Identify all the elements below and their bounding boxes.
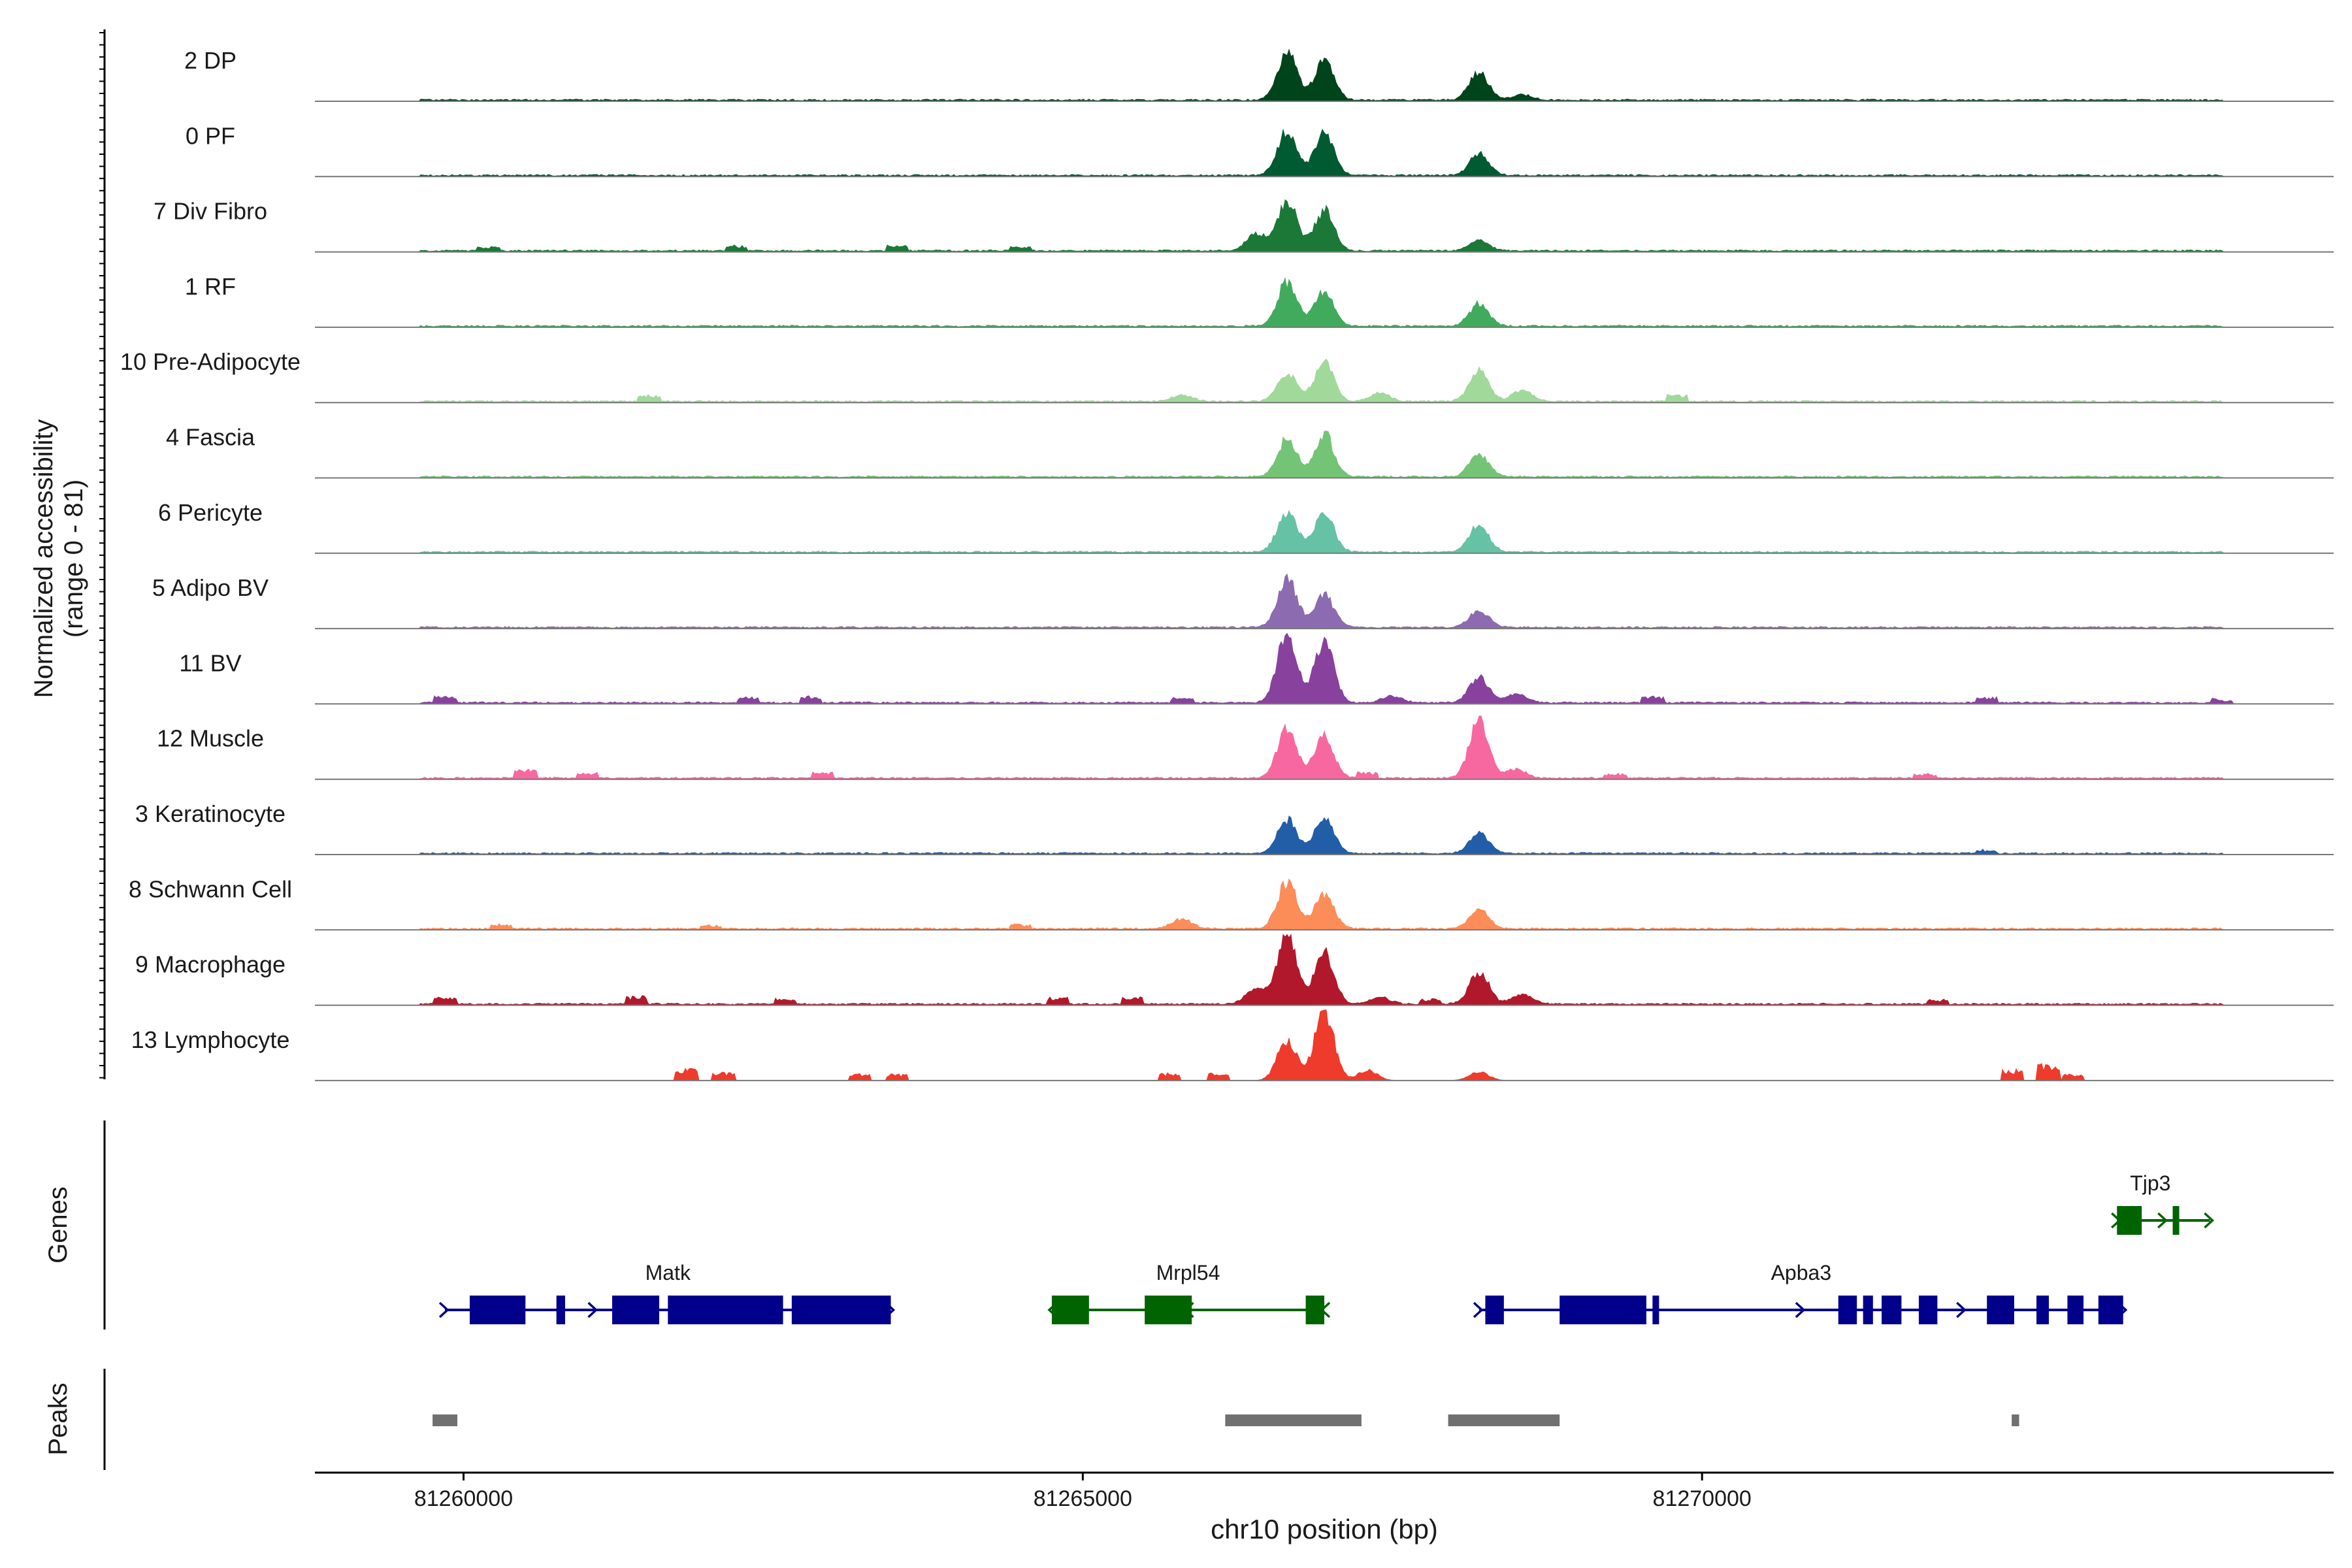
gene-exon xyxy=(1145,1296,1192,1324)
track-1-rf: 1 RF xyxy=(185,273,2334,328)
gene-exon xyxy=(1305,1296,1324,1324)
coverage-area xyxy=(315,277,2241,328)
peak-region xyxy=(1448,1414,1560,1426)
coverage-area xyxy=(315,715,2241,780)
track-7-div-fibro: 7 Div Fibro xyxy=(154,198,2334,253)
gene-exon xyxy=(791,1296,891,1324)
strand-arrow xyxy=(2157,1212,2168,1229)
track-label: 12 Muscle xyxy=(157,725,264,752)
peaks-panel-label: Peaks xyxy=(44,1382,73,1455)
gene-exon xyxy=(2172,1206,2180,1235)
gene-exon xyxy=(1485,1296,1504,1324)
track-label: 11 BV xyxy=(179,649,241,676)
coverage-area xyxy=(315,199,2241,253)
gene-exon xyxy=(612,1296,660,1324)
gene-mrpl54: Mrpl54 xyxy=(1047,1261,1331,1324)
y-axis-range-label: (range 0 - 81) xyxy=(59,480,88,638)
coverage-area xyxy=(315,815,2241,855)
gene-label: Mrpl54 xyxy=(1156,1261,1220,1284)
coverage-y-axis-title: Normalized accessibility (range 0 - 81) xyxy=(29,419,88,698)
track-3-keratinocyte: 3 Keratinocyte xyxy=(135,800,2334,855)
gene-exon xyxy=(1838,1296,1857,1324)
coverage-area xyxy=(315,878,2241,930)
gene-exon xyxy=(469,1296,526,1324)
track-label: 8 Schwann Cell xyxy=(129,875,292,902)
track-11-bv: 11 BV xyxy=(179,632,2334,705)
track-9-macrophage: 9 Macrophage xyxy=(135,934,2334,1006)
track-label: 9 Macrophage xyxy=(135,951,286,978)
x-axis-ticks: 81260000 81265000 81270000 xyxy=(414,1473,1752,1511)
track-label: 3 Keratinocyte xyxy=(135,800,286,827)
peak-region xyxy=(1225,1414,1362,1426)
gene-label: Matk xyxy=(645,1261,691,1284)
coverage-area xyxy=(315,573,2241,629)
track-label: 10 Pre-Adipocyte xyxy=(120,348,301,375)
gene-exon xyxy=(2098,1296,2123,1324)
track-label: 1 RF xyxy=(185,273,236,300)
gene-exon xyxy=(1560,1296,1646,1324)
gene-exon xyxy=(2117,1206,2142,1235)
gene-exon xyxy=(1882,1296,1902,1324)
strand-arrow xyxy=(2204,1212,2215,1229)
gene-exon xyxy=(2036,1296,2049,1324)
coverage-tracks: 2 DP 0 PF 7 Div Fibro 1 RF 10 Pre-Adipocyte 4… xyxy=(120,47,2334,1082)
track-8-schwann-cell: 8 Schwann Cell xyxy=(129,875,2334,931)
gene-exon xyxy=(556,1296,565,1324)
track-0-pf: 0 PF xyxy=(186,122,2334,178)
track-label: 6 Pericyte xyxy=(158,499,263,526)
peak-regions xyxy=(433,1414,2019,1426)
peak-region xyxy=(433,1414,458,1426)
gene-exon xyxy=(1987,1296,2014,1324)
strand-arrow xyxy=(1795,1301,1806,1318)
peak-region xyxy=(2012,1414,2019,1426)
x-tick-label: 81270000 xyxy=(1653,1486,1752,1511)
track-label: 13 Lymphocyte xyxy=(131,1026,290,1053)
gene-matk: Matk xyxy=(438,1261,896,1324)
coverage-area xyxy=(315,129,2241,177)
gene-label: Apba3 xyxy=(1771,1261,1832,1284)
coverage-y-ticks xyxy=(99,32,105,1079)
gene-exon xyxy=(1652,1296,1659,1324)
x-tick-label: 81260000 xyxy=(414,1486,513,1511)
y-axis-label: Normalized accessibility xyxy=(29,419,58,698)
gene-annotations: Matk Mrpl54 Apba3 Tjp3 xyxy=(438,1171,2215,1324)
gene-exon xyxy=(1051,1296,1089,1324)
track-label: 4 Fascia xyxy=(166,424,255,451)
coverage-area xyxy=(315,632,2241,704)
coverage-area xyxy=(315,358,2241,403)
gene-exon xyxy=(2067,1296,2084,1324)
track-label: 0 PF xyxy=(186,122,235,149)
track-label: 2 DP xyxy=(184,47,237,74)
x-axis-label: chr10 position (bp) xyxy=(1211,1514,1438,1544)
gene-exon xyxy=(1863,1296,1873,1324)
coverage-area xyxy=(315,1009,2241,1082)
strand-arrow xyxy=(587,1301,598,1318)
track-6-pericyte: 6 Pericyte xyxy=(158,499,2334,554)
coverage-area xyxy=(315,431,2241,478)
track-5-adipo-bv: 5 Adipo BV xyxy=(152,573,2334,630)
x-tick-label: 81265000 xyxy=(1034,1486,1132,1511)
coverage-area xyxy=(315,510,2241,554)
coverage-area xyxy=(315,934,2241,1006)
strand-arrow xyxy=(1473,1301,1484,1318)
track-label: 5 Adipo BV xyxy=(152,574,269,601)
track-label: 7 Div Fibro xyxy=(154,198,267,225)
track-4-fascia: 4 Fascia xyxy=(166,424,2334,479)
gene-apba3: Apba3 xyxy=(1473,1261,2128,1324)
track-10-pre-adipocyte: 10 Pre-Adipocyte xyxy=(120,348,2334,404)
track-2-dp: 2 DP xyxy=(184,47,2334,102)
gene-exon xyxy=(1918,1296,1938,1324)
gene-tjp3: Tjp3 xyxy=(2111,1171,2215,1235)
track-13-lymphocyte: 13 Lymphocyte xyxy=(131,1009,2334,1082)
gene-label: Tjp3 xyxy=(2130,1171,2170,1195)
strand-arrow xyxy=(1956,1301,1967,1318)
coverage-area xyxy=(315,48,2241,102)
genes-panel-label: Genes xyxy=(44,1186,73,1264)
strand-arrow xyxy=(438,1301,449,1318)
track-12-muscle: 12 Muscle xyxy=(157,715,2334,780)
gene-exon xyxy=(668,1296,783,1324)
